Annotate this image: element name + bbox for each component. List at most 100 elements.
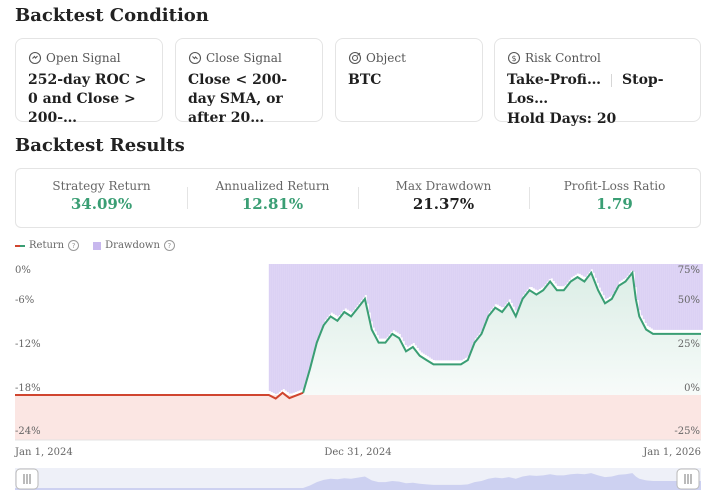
drawdown-bar — [272, 264, 275, 393]
range-slider-right-handle[interactable] — [676, 468, 700, 490]
open-signal-card[interactable]: Open Signal 252-day ROC > 0 and Close > … — [15, 38, 163, 126]
drawdown-bar — [610, 264, 613, 296]
drawdown-bar — [668, 264, 671, 330]
drawdown-bar — [358, 264, 361, 303]
help-icon[interactable]: ? — [163, 240, 175, 251]
drawdown-bar — [674, 264, 677, 330]
drawdown-bar — [554, 264, 557, 284]
close-signal-value: Close < 200-day SMA, or after 20… — [188, 72, 288, 126]
range-slider-left-handle[interactable] — [15, 468, 39, 490]
drawdown-bar — [582, 264, 585, 277]
drawdown-bar — [346, 264, 349, 310]
metric-label: Annualized Return — [215, 179, 330, 193]
drawdown-bar — [680, 264, 683, 330]
drawdown-bar — [386, 264, 389, 337]
drawdown-bar — [450, 264, 453, 361]
drawdown-bar — [598, 264, 601, 288]
y-tick-left: 0% — [15, 265, 31, 276]
drawdown-bar — [388, 264, 391, 335]
drawdown-bar — [330, 264, 333, 313]
drawdown-bar — [604, 264, 607, 299]
drawdown-bar — [538, 264, 541, 289]
drawdown-bar — [344, 264, 347, 309]
drawdown-bar — [490, 264, 493, 310]
drawdown-bar — [496, 264, 499, 305]
metrics-panel: Strategy Return 34.09% Annualized Return… — [15, 168, 701, 228]
drawdown-bar — [282, 264, 285, 389]
drawdown-bar — [414, 264, 417, 346]
drawdown-bar — [390, 264, 393, 332]
drawdown-bar — [314, 264, 317, 347]
drawdown-bar — [444, 264, 447, 361]
drawdown-bar — [676, 264, 679, 330]
drawdown-bar — [624, 264, 627, 278]
drawdown-bar — [426, 264, 429, 357]
drawdown-bar — [322, 264, 325, 324]
metric-value: 21.37% — [412, 195, 475, 213]
x-tick-label: Jan 1, 2024 — [14, 447, 73, 458]
drawdown-bar — [654, 264, 657, 330]
open-signal-icon — [28, 51, 42, 65]
drawdown-bar — [424, 264, 427, 355]
profit-loss-ratio-metric: Profit-Loss Ratio 1.79 — [529, 169, 700, 227]
drawdown-bar — [638, 264, 641, 311]
drawdown-bar — [290, 264, 293, 394]
drawdown-bar — [552, 264, 555, 281]
y-tick-left: -18% — [15, 383, 41, 394]
drawdown-bar — [584, 264, 587, 277]
drawdown-bar — [492, 264, 495, 307]
drawdown-bar — [502, 264, 505, 308]
drawdown-bar — [288, 264, 291, 394]
legend-return-label: Return — [29, 240, 65, 251]
drawdown-bar — [642, 264, 645, 320]
drawdown-bar — [336, 264, 339, 317]
drawdown-bar — [628, 264, 631, 274]
drawdown-bar — [518, 264, 521, 305]
drawdown-bar — [324, 264, 327, 320]
drawdown-bar — [520, 264, 523, 300]
drawdown-bar — [446, 264, 449, 361]
object-value: BTC — [348, 72, 382, 88]
drawdown-bar — [454, 264, 457, 361]
drawdown-bar — [666, 264, 669, 330]
drawdown-bar — [276, 264, 279, 394]
drawdown-bar — [348, 264, 351, 311]
legend-drawdown[interactable]: Drawdown ? — [93, 240, 175, 251]
drawdown-bar — [440, 264, 443, 361]
drawdown-bar — [592, 264, 595, 273]
object-card[interactable]: Object BTC — [335, 38, 483, 122]
results-title: Backtest Results — [15, 135, 185, 156]
legend-return[interactable]: Return ? — [15, 240, 80, 251]
drawdown-bar — [650, 264, 653, 329]
drawdown-bar — [430, 264, 433, 359]
drawdown-bar — [578, 264, 581, 274]
drawdown-bar — [600, 264, 603, 292]
risk-control-card[interactable]: $ Risk Control Take-Profi… Stop-Los… Hold… — [494, 38, 701, 127]
drawdown-bar — [418, 264, 421, 351]
open-signal-value: 252-day ROC > 0 and Close > 200-… — [28, 72, 147, 126]
drawdown-bar — [700, 264, 703, 330]
close-signal-label: Close Signal — [206, 51, 282, 65]
y-tick-left: -6% — [15, 295, 34, 306]
drawdown-bar — [396, 264, 399, 333]
take-profit-value: Take-Profi… — [507, 72, 601, 88]
drawdown-bar — [580, 264, 583, 276]
strategy-return-metric: Strategy Return 34.09% — [16, 169, 187, 227]
drawdown-bar — [508, 264, 511, 300]
drawdown-bar — [698, 264, 701, 330]
drawdown-bar — [626, 264, 629, 276]
y-tick-right: -25% — [674, 426, 700, 437]
drawdown-bar — [686, 264, 689, 330]
drawdown-bar — [298, 264, 301, 391]
drawdown-bar — [318, 264, 321, 334]
metric-value: 12.81% — [241, 195, 304, 213]
drawdown-bar — [410, 264, 413, 345]
help-icon[interactable]: ? — [68, 240, 80, 251]
max-drawdown-metric: Max Drawdown 21.37% — [358, 169, 529, 227]
drawdown-bar — [472, 264, 475, 344]
drawdown-bar — [352, 264, 355, 311]
drawdown-bar — [536, 264, 539, 291]
drawdown-bar — [572, 264, 575, 277]
close-signal-card[interactable]: Close Signal Close < 200-day SMA, or aft… — [175, 38, 323, 126]
